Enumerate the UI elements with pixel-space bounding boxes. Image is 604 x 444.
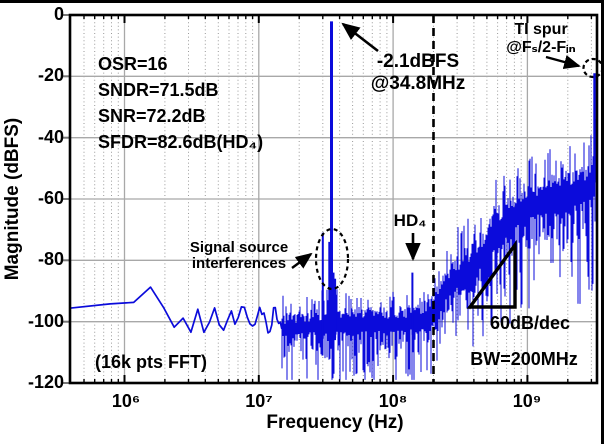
y-tick-120: -120 <box>27 372 64 392</box>
figure-top-border <box>0 0 604 3</box>
stat-snr: SNR=72.2dB <box>98 106 206 126</box>
interference-callout: Signal source interferences <box>168 240 310 272</box>
stat-sndr: SNDR=71.5dB <box>98 80 219 100</box>
x-axis-title: Frequency (Hz) <box>266 412 404 433</box>
fft-points-label: (16k pts FFT) <box>95 352 208 372</box>
interference-arrow <box>291 252 313 269</box>
slope-label: 60dB/dec <box>489 313 571 333</box>
stats-block: OSR=16 SNDR=71.5dB SNR=72.2dB SFDR=82.6d… <box>98 51 308 155</box>
y-tick-40: -40 <box>37 127 64 147</box>
ti-spur-arrow <box>545 55 581 70</box>
y-tick-20: -20 <box>37 65 64 85</box>
noise-trace-dense <box>281 119 597 380</box>
x-tick-1e9: 10⁹ <box>512 391 542 411</box>
hd4-label: HD₄ <box>393 211 427 230</box>
y-tick-100: -100 <box>27 311 64 331</box>
interference-label-1: Signal source <box>189 239 289 256</box>
signal-level-label: -2.1dBFS <box>376 51 460 72</box>
y-tick-60: -60 <box>37 188 64 208</box>
figure-right-border <box>601 0 604 444</box>
ti-spur-callout: TI spur @Fₛ/2-Fᵢₙ <box>488 21 594 57</box>
ti-spur-freq-label: @Fₛ/2-Fᵢₙ <box>506 39 576 56</box>
axis-frame <box>68 13 599 385</box>
y-tick-80: -80 <box>37 249 64 269</box>
y-tick-0: 0 <box>53 4 64 24</box>
x-tick-1e7: 10⁷ <box>245 391 273 411</box>
noise-trace-lowfreq <box>69 286 283 334</box>
interference-ellipse <box>314 227 350 291</box>
slope-triangle <box>466 239 517 309</box>
bandwidth-label: BW=200MHz <box>470 349 578 369</box>
x-tick-1e8: 10⁸ <box>378 391 408 411</box>
ti-spur-circle <box>582 57 604 79</box>
signal-callout-arrow <box>341 22 379 53</box>
ti-spur-label: TI spur <box>514 21 568 38</box>
stat-sfdr: SFDR=82.6dB(HD₄) <box>98 132 264 152</box>
signal-freq-label: @34.8MHz <box>370 73 466 94</box>
signal-callout: -2.1dBFS @34.8MHz <box>340 51 496 95</box>
x-tick-1e6: 10⁶ <box>111 391 141 411</box>
interference-label-2: interferences <box>191 255 287 272</box>
stat-osr: OSR=16 <box>98 54 168 74</box>
